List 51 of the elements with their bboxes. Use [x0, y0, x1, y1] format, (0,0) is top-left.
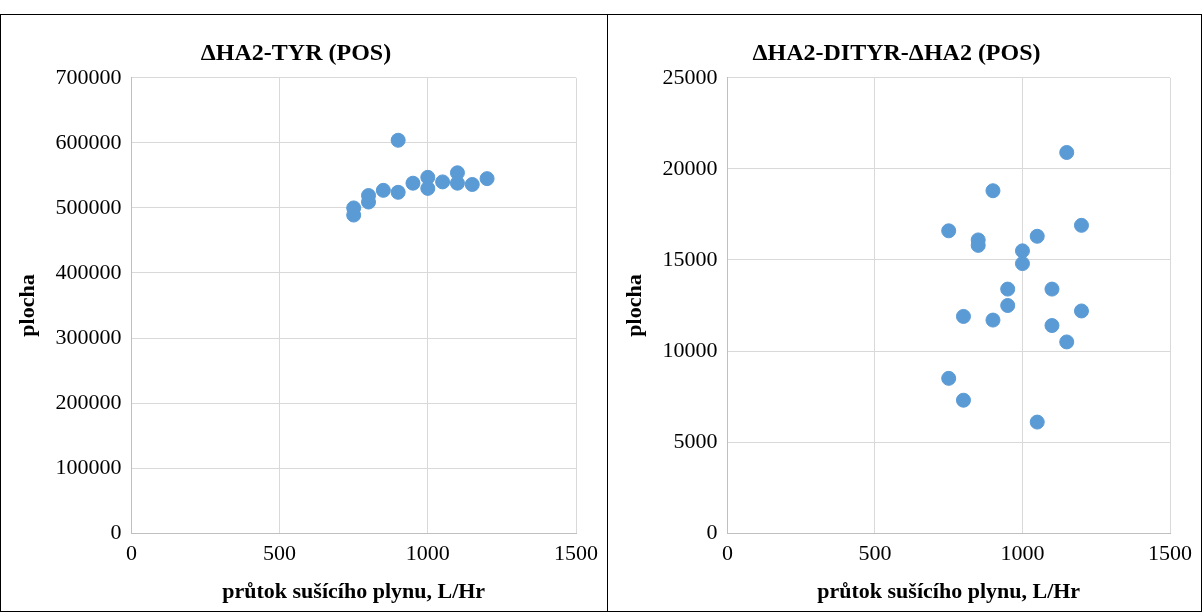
y-tick-label: 600000	[55, 128, 122, 154]
y-tick-label: 5000	[673, 427, 718, 453]
y-tick-label: 15000	[662, 245, 718, 271]
y-tick-label: 300000	[55, 323, 122, 349]
point	[1059, 334, 1075, 350]
point	[941, 370, 957, 386]
point	[1059, 144, 1075, 160]
y-tick-label: 700000	[55, 63, 122, 89]
y-tick-label: 25000	[662, 63, 718, 89]
point	[1014, 256, 1030, 272]
y-axis-title: plocha	[620, 274, 646, 337]
x-axis-title: průtok sušícího plynu, L/Hr	[222, 578, 486, 604]
point	[405, 175, 421, 191]
y-tick-label: 200000	[55, 388, 122, 414]
x-tick-label: 1500	[1148, 540, 1192, 566]
x-axis-title: průtok sušícího plynu, L/Hr	[817, 578, 1081, 604]
point	[1014, 243, 1030, 259]
x-tick-label: 1000	[405, 540, 450, 566]
point	[1044, 318, 1060, 334]
y-tick-label: 500000	[55, 193, 122, 219]
point	[955, 308, 971, 324]
point	[464, 176, 480, 192]
point	[1029, 414, 1045, 430]
point	[941, 223, 957, 239]
point	[1000, 281, 1016, 297]
chart-title: ΔHA2-DITYR-ΔHA2 (POS)	[752, 38, 1041, 65]
x-tick-label: 1500	[554, 540, 598, 566]
point	[390, 184, 406, 200]
x-tick-label: 1000	[1000, 540, 1045, 566]
x-tick-label: 500	[263, 540, 297, 566]
y-tick-label: 100000	[55, 453, 122, 479]
point	[985, 183, 1001, 199]
point	[390, 132, 406, 148]
point	[479, 171, 495, 187]
x-tick-label: 500	[858, 540, 892, 566]
y-tick-label: 400000	[55, 258, 122, 284]
point	[955, 392, 971, 408]
chart-title: ΔHA2-TYR (POS)	[200, 38, 392, 65]
point	[1029, 228, 1045, 244]
y-tick-label: 0	[110, 518, 122, 544]
y-tick-label: 0	[706, 518, 718, 544]
y-tick-label: 10000	[662, 336, 718, 362]
point	[1073, 303, 1089, 319]
y-tick-label: 20000	[662, 154, 718, 180]
point	[985, 312, 1001, 328]
point	[1000, 298, 1016, 313]
point	[1044, 281, 1060, 297]
y-axis-title: plocha	[13, 274, 39, 337]
point	[375, 182, 391, 198]
point	[1073, 217, 1089, 233]
point	[435, 174, 451, 190]
